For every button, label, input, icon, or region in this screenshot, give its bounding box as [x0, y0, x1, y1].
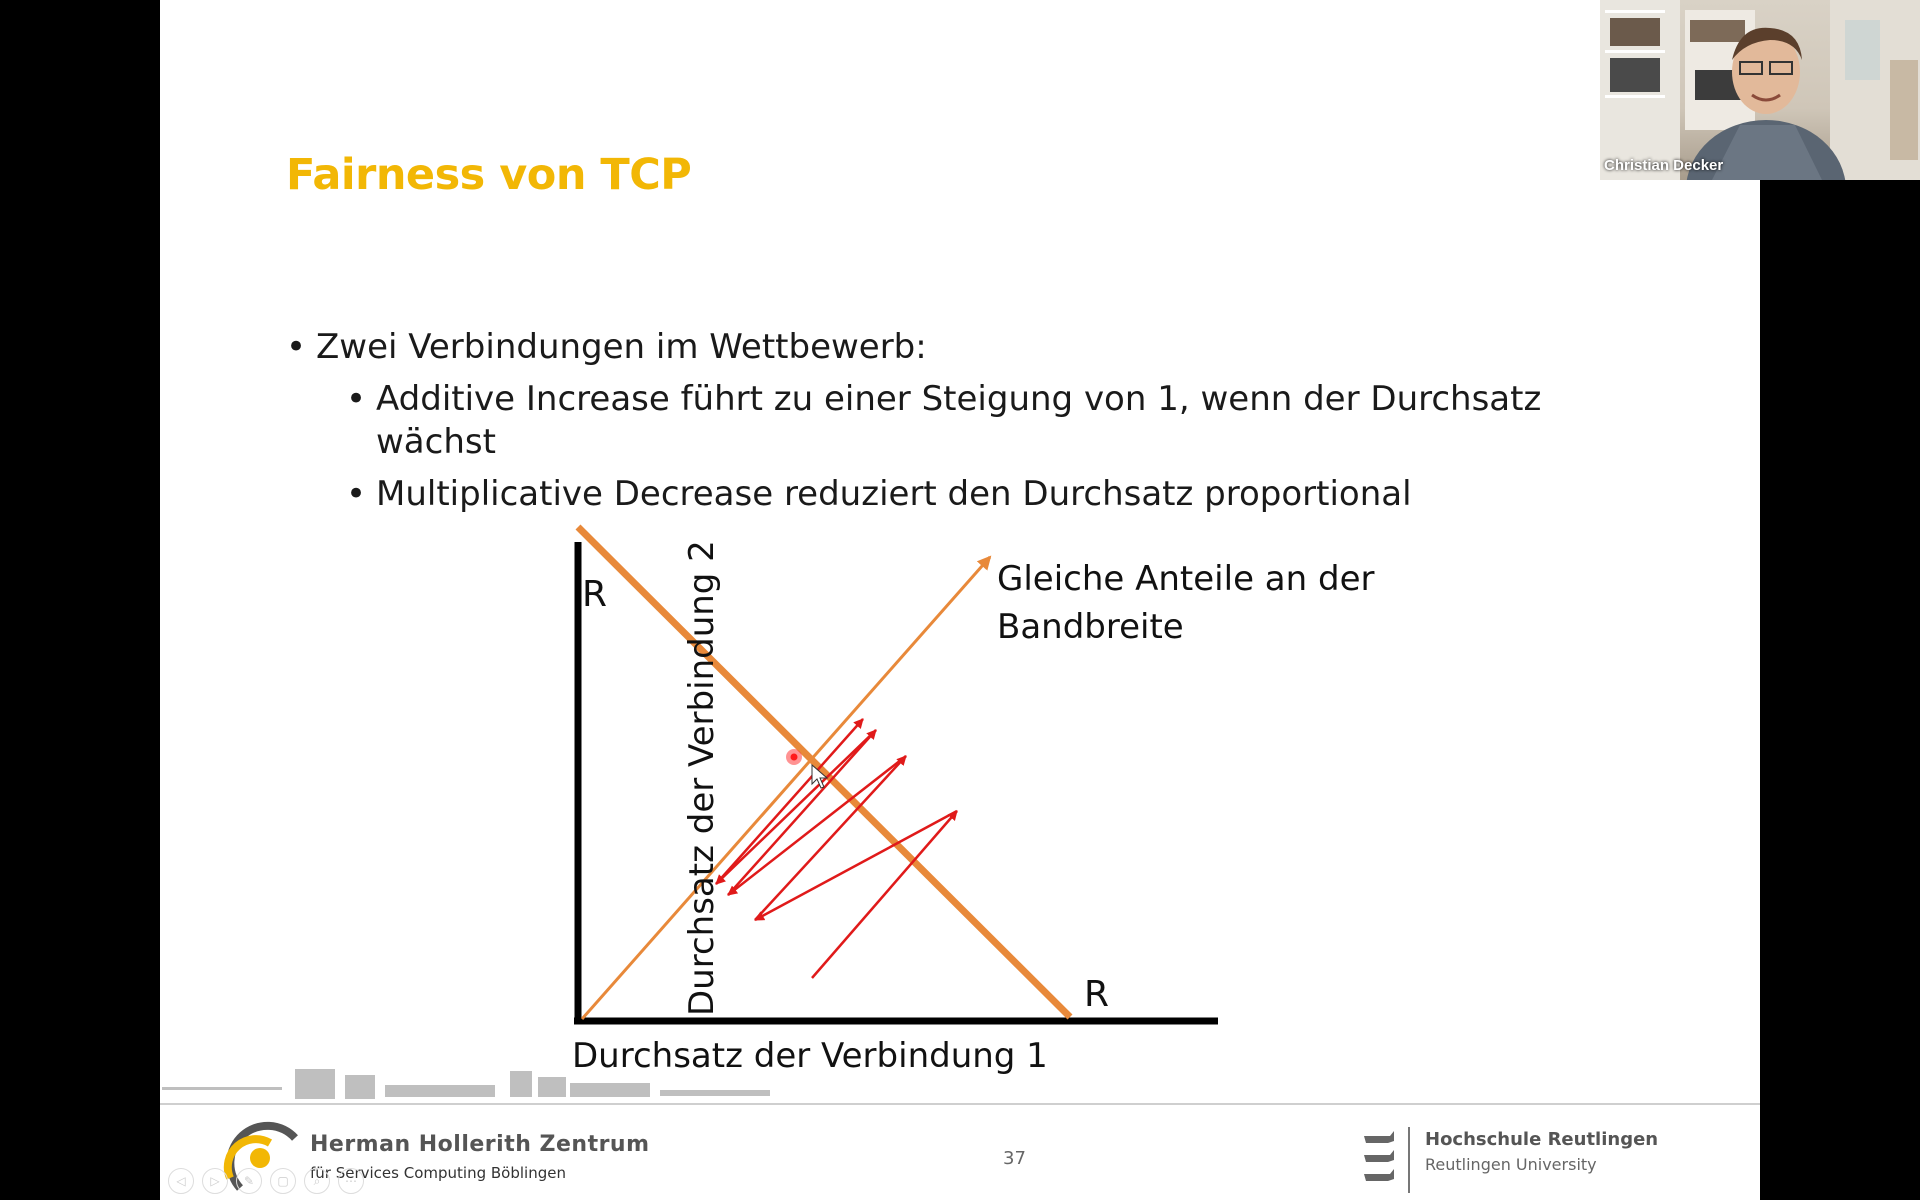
- bullet-dot: •: [346, 379, 367, 419]
- trajectory-segment: [715, 718, 864, 885]
- trajectory-segment: [727, 729, 877, 896]
- presentation-slide: Fairness von TCP • Zwei Verbindungen im …: [160, 0, 1760, 1200]
- trajectory-segment: [811, 810, 958, 979]
- participant-name: Christian Decker: [1604, 157, 1724, 174]
- bullet-dot: •: [286, 327, 307, 367]
- bullet-level2: • Multiplicative Decrease reduziert den …: [346, 473, 1412, 516]
- x-max-label: R: [1084, 974, 1109, 1015]
- y-axis-label: Durchsatz der Verbindung 2: [682, 540, 722, 1016]
- pen-icon[interactable]: ✎: [236, 1168, 262, 1194]
- reutlingen-logo-divider: [1408, 1127, 1410, 1193]
- hhz-logo-subtitle: für Services Computing Böblingen: [310, 1164, 566, 1182]
- hhz-logo-icon: [223, 1121, 298, 1191]
- trajectory-segment: [754, 809, 958, 922]
- trajectory-segment: [754, 755, 907, 921]
- reutlingen-logo-subtitle: Reutlingen University: [1425, 1155, 1597, 1174]
- capacity-line: [575, 524, 1073, 1020]
- reutlingen-crest-icon: [1364, 1131, 1394, 1181]
- fairness-diagram: Durchsatz der Verbindung 2 Durchsatz der…: [572, 524, 1374, 1076]
- fair-line-label: Gleiche Anteile an der: [997, 559, 1374, 599]
- fair-line-label: Bandbreite: [997, 607, 1184, 647]
- bullet-level2: • Additive Increase führt zu einer Steig…: [346, 378, 1576, 464]
- slide-title: Fairness von TCP: [286, 150, 692, 200]
- slides-icon[interactable]: ▢: [270, 1168, 296, 1194]
- fair-share-line: [580, 555, 992, 1020]
- zoom-icon[interactable]: ⌕: [304, 1168, 330, 1194]
- footer-skyline-decoration: [162, 1069, 770, 1099]
- next-icon[interactable]: ▷: [202, 1168, 228, 1194]
- x-axis-label: Durchsatz der Verbindung 1: [572, 1036, 1048, 1076]
- aimd-trajectory: [715, 718, 958, 979]
- laser-pointer-core: [790, 753, 798, 761]
- webcam-thumbnail[interactable]: Christian Decker: [1600, 0, 1920, 180]
- y-max-label: R: [582, 574, 607, 615]
- bullet-text: Multiplicative Decrease reduziert den Du…: [376, 474, 1412, 514]
- more-icon[interactable]: ⋯: [338, 1168, 364, 1194]
- trajectory-segment: [727, 755, 907, 896]
- reutlingen-logo-name: Hochschule Reutlingen: [1425, 1129, 1659, 1150]
- slideshow-controls: ◁ ▷ ✎ ▢ ⌕ ⋯: [168, 1168, 364, 1194]
- footer-divider: [160, 1103, 1760, 1105]
- page-number: 37: [1003, 1148, 1026, 1169]
- bullet-dot: •: [346, 474, 367, 514]
- bullet-text: Additive Increase führt zu einer Steigun…: [376, 379, 1542, 462]
- mouse-cursor-icon: [811, 763, 829, 789]
- trajectory-segment: [715, 729, 877, 885]
- webcam-video-feed: [1600, 0, 1920, 180]
- prev-icon[interactable]: ◁: [168, 1168, 194, 1194]
- bullet-level1: • Zwei Verbindungen im Wettbewerb:: [286, 326, 927, 369]
- bullet-text: Zwei Verbindungen im Wettbewerb:: [316, 327, 927, 367]
- hhz-logo-name: Herman Hollerith Zentrum: [310, 1132, 650, 1157]
